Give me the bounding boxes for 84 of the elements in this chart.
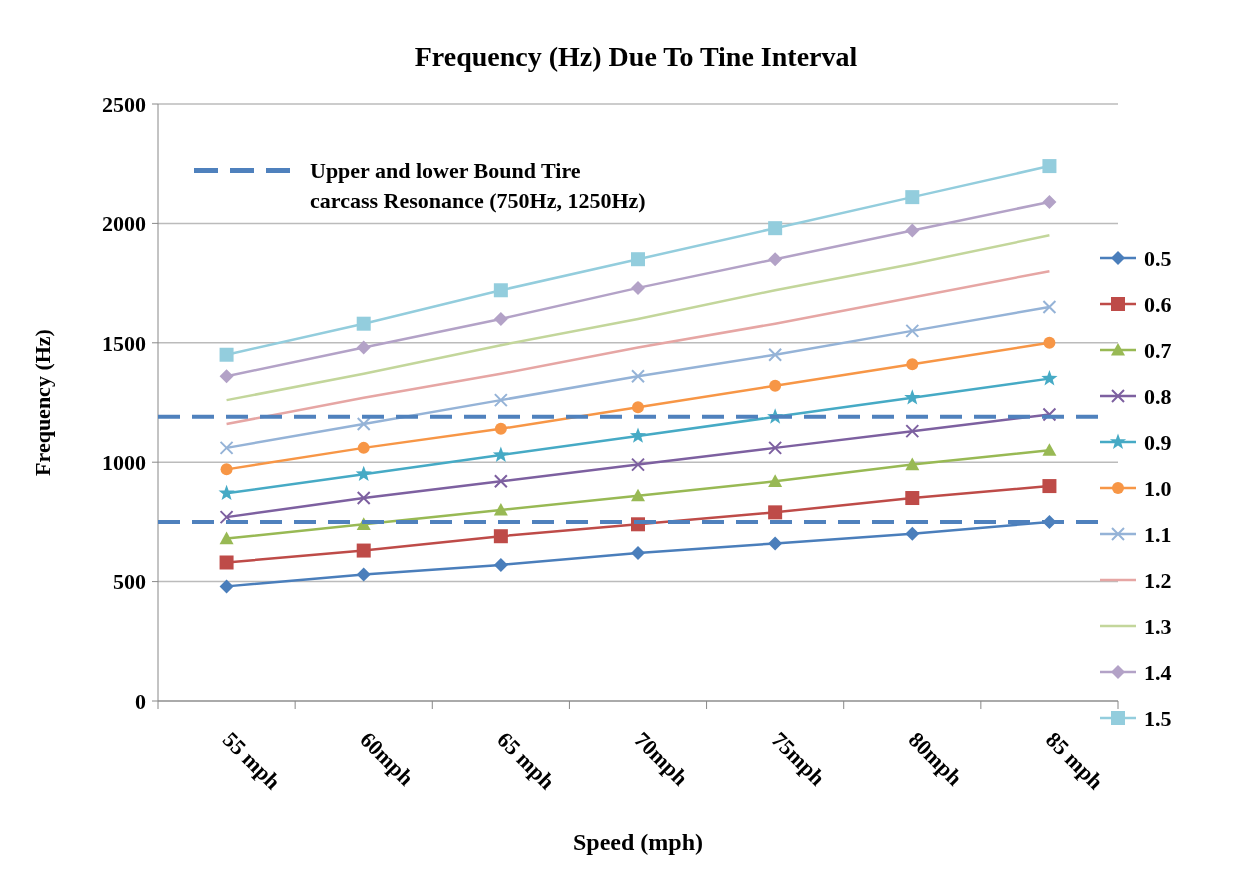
point	[218, 484, 235, 501]
point	[905, 323, 920, 338]
point	[631, 369, 645, 384]
point	[1042, 194, 1057, 209]
point	[493, 529, 508, 544]
point	[631, 252, 645, 267]
point	[1042, 299, 1057, 314]
point	[1041, 370, 1058, 386]
legend-label: 0.6	[1144, 291, 1172, 317]
point	[631, 488, 645, 502]
point	[356, 543, 371, 558]
legend-label: 1.0	[1144, 475, 1172, 501]
point	[905, 223, 920, 238]
line-series	[225, 269, 1051, 426]
point	[493, 474, 508, 489]
chart-title: Frequency (Hz) Due To Tine Interval	[414, 41, 858, 72]
point	[631, 545, 645, 560]
point	[493, 283, 508, 298]
point	[629, 427, 647, 443]
legend-label: 0.8	[1144, 383, 1172, 409]
point	[219, 555, 234, 570]
point	[1042, 443, 1057, 456]
point	[768, 474, 783, 487]
point	[768, 252, 783, 267]
legend-label: 1.2	[1144, 567, 1172, 593]
legend-label: 1.1	[1144, 521, 1172, 547]
point	[219, 347, 234, 362]
legend-label: 1.5	[1144, 705, 1172, 731]
y-tick-label: 1500	[102, 330, 146, 356]
point	[356, 491, 371, 506]
legend-label: 1.3	[1144, 613, 1172, 639]
point	[219, 369, 234, 384]
point	[905, 190, 920, 205]
point	[905, 491, 920, 506]
legend-label: 0.9	[1144, 429, 1172, 455]
point	[904, 389, 921, 405]
point	[768, 536, 783, 551]
y-tick-label: 500	[113, 569, 146, 595]
point	[768, 440, 783, 455]
y-tick-label: 1000	[102, 449, 146, 475]
legend-label: 0.5	[1144, 245, 1172, 271]
point	[219, 579, 234, 594]
point	[357, 441, 370, 454]
legend-label: 0.7	[1144, 337, 1172, 363]
point	[493, 502, 508, 516]
point	[631, 280, 645, 295]
point	[219, 531, 234, 545]
point	[632, 401, 644, 414]
point	[493, 393, 508, 408]
point	[906, 358, 919, 371]
point	[356, 567, 371, 582]
x-axis-title: Speed (mph)	[572, 829, 704, 855]
point	[768, 505, 783, 520]
point	[493, 557, 508, 572]
x-tick-label: 85 mph	[1040, 726, 1109, 795]
point	[356, 416, 371, 431]
point	[493, 311, 508, 326]
y-tick-label: 2500	[102, 91, 146, 117]
point	[492, 446, 509, 462]
point	[1043, 336, 1056, 349]
x-tick-label: 55 mph	[218, 726, 286, 795]
point	[355, 465, 372, 482]
point	[768, 221, 783, 236]
point	[356, 340, 371, 355]
point	[220, 463, 233, 476]
legend-label: 1.4	[1144, 659, 1172, 685]
x-tick-label: 65 mph	[492, 726, 560, 795]
point	[356, 316, 371, 331]
point	[494, 422, 507, 435]
y-tick-label: 0	[135, 688, 146, 714]
point	[631, 457, 645, 472]
point	[905, 457, 920, 471]
point	[219, 440, 234, 455]
y-tick-label: 2000	[102, 211, 146, 237]
point	[768, 347, 783, 362]
point	[905, 526, 920, 541]
point	[1042, 479, 1057, 494]
legend-label: Upper and lower Bound Tire carcass Resonance (750Hz, 1250Hz)	[310, 158, 646, 213]
line-series	[225, 234, 1051, 402]
point	[769, 379, 782, 392]
point	[1042, 159, 1057, 174]
y-axis-title: Frequency (Hz)	[30, 329, 55, 476]
point	[905, 424, 920, 439]
point	[1042, 407, 1057, 422]
